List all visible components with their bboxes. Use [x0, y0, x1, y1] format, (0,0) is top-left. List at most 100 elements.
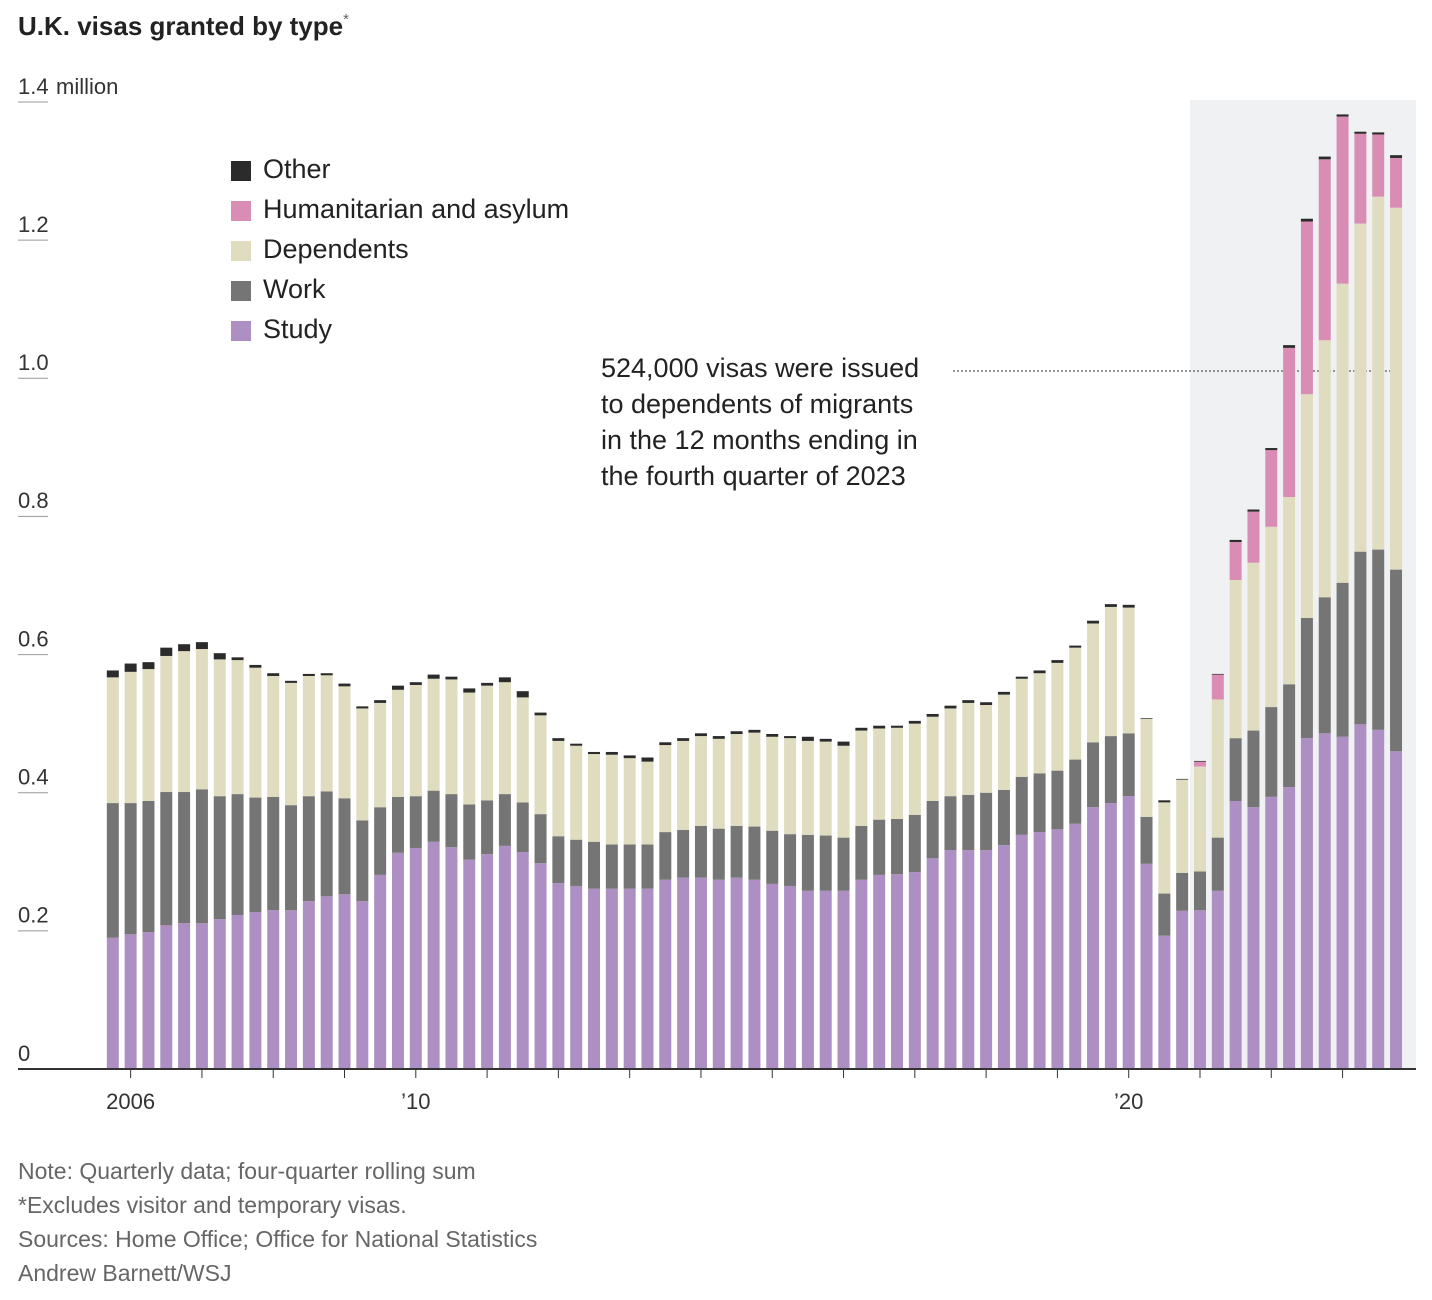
y-unit: million	[56, 74, 118, 99]
bar-segment	[1158, 935, 1171, 1069]
bar-segment	[409, 796, 422, 848]
bar-segment	[1122, 796, 1135, 1069]
bar-segment	[980, 792, 993, 851]
bar-segment	[837, 890, 850, 1069]
bar-segment	[766, 830, 779, 884]
bar-segment	[1318, 340, 1331, 598]
chart-title: U.K. visas granted by type*	[18, 11, 349, 41]
bar-segment	[213, 796, 226, 920]
bar-segment	[267, 796, 280, 911]
bar-segment	[445, 794, 458, 848]
bar-segment	[1372, 134, 1385, 197]
bar-segment	[552, 740, 565, 837]
bar-segment	[873, 874, 886, 1069]
bar-segment	[1051, 660, 1064, 663]
bar-segment	[855, 825, 868, 880]
bar-segment	[1158, 802, 1171, 894]
bar-segment	[1104, 604, 1117, 607]
bar-segment	[926, 801, 939, 859]
bar-segment	[1336, 582, 1349, 737]
bar-segment	[142, 932, 155, 1069]
y-tick-label: 1.4	[18, 74, 49, 99]
bar-segment	[1015, 776, 1028, 835]
bar-segment	[1087, 623, 1100, 743]
bar-segment	[160, 647, 173, 656]
bar-segment	[1211, 837, 1224, 891]
bar-segment	[1140, 718, 1153, 817]
bar-segment	[748, 826, 761, 880]
bar-segment	[213, 653, 226, 660]
bar-segment	[605, 888, 618, 1069]
annotation-line: 524,000 visas were issued	[601, 353, 919, 383]
bar-segment	[516, 697, 529, 803]
bar-segment	[481, 800, 494, 855]
bar-segment	[552, 836, 565, 884]
bar-segment	[1104, 606, 1117, 737]
bar-segment	[908, 720, 921, 724]
bar-segment	[1211, 890, 1224, 1069]
bar-segment	[427, 790, 440, 842]
bar-segment	[1372, 549, 1385, 730]
bar-segment	[320, 673, 333, 676]
bar-segment	[445, 679, 458, 795]
bar-segment	[285, 680, 298, 683]
bar-segment	[516, 691, 529, 698]
bar-segment	[302, 673, 315, 676]
bar-segment	[231, 660, 244, 795]
bar-segment	[1140, 816, 1153, 864]
y-tick-label: 0.6	[18, 626, 49, 651]
bar-segment	[1033, 773, 1046, 833]
legend-swatch	[231, 161, 251, 181]
bar-segment	[1104, 803, 1117, 1069]
bar-segment	[213, 659, 226, 797]
bar-segment	[1300, 218, 1313, 222]
bar-segment	[195, 789, 208, 924]
bar-segment	[516, 852, 529, 1069]
bar-segment	[1300, 394, 1313, 618]
bar-segment	[1122, 604, 1135, 608]
bar-segment	[980, 702, 993, 705]
bar-segment	[409, 684, 422, 797]
bar-segment	[463, 688, 476, 693]
bar-segment	[391, 796, 404, 853]
bar-segment	[962, 794, 975, 851]
bar-segment	[445, 847, 458, 1069]
annotation-line: to dependents of migrants	[601, 389, 913, 419]
bar-segment	[712, 828, 725, 880]
bar-segment	[302, 901, 315, 1069]
bar-segment	[1211, 674, 1224, 700]
bar-segment	[623, 844, 636, 889]
bar-segment	[944, 850, 957, 1069]
bar-segment	[677, 830, 690, 878]
bar-segment	[677, 877, 690, 1069]
bar-segment	[570, 885, 583, 1069]
legend-label: Other	[263, 154, 331, 184]
bar-segment	[623, 758, 636, 845]
bar-segment	[694, 877, 707, 1069]
bar-segment	[106, 937, 119, 1069]
y-tick-label: 0.4	[18, 765, 49, 790]
bar-segment	[409, 847, 422, 1069]
bar-segment	[1265, 526, 1278, 708]
bar-segment	[748, 729, 761, 733]
bar-segment	[178, 651, 191, 793]
bar-segment	[124, 934, 137, 1069]
bar-segment	[320, 675, 333, 792]
bar-segment	[285, 805, 298, 911]
bar-segment	[819, 741, 832, 836]
bar-segment	[1122, 733, 1135, 797]
bar-segment	[819, 835, 832, 891]
bar-segment	[1265, 450, 1278, 527]
bar-segment	[588, 841, 601, 889]
footnote: Andrew Barnett/WSJ	[18, 1260, 231, 1286]
bar-segment	[1033, 673, 1046, 774]
footnote: Sources: Home Office; Office for Nationa…	[18, 1226, 537, 1252]
bar-segment	[1193, 761, 1206, 767]
bar-segment	[552, 883, 565, 1069]
bar-segment	[320, 791, 333, 897]
bar-segment	[641, 844, 654, 889]
bar-segment	[1265, 707, 1278, 797]
bar-segment	[1336, 736, 1349, 1069]
bar-segment	[1140, 863, 1153, 1069]
bar-segment	[1390, 207, 1403, 570]
